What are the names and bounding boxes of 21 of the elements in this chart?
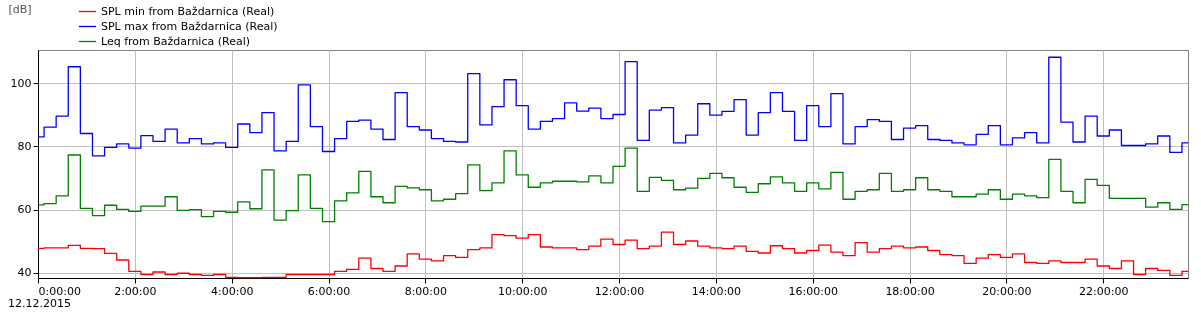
y-tick-label: 80	[17, 139, 32, 153]
y-tick-label: 60	[17, 203, 32, 217]
text: 12.12.2015	[8, 297, 71, 310]
x-tick-label: 4:00:00	[210, 284, 254, 298]
x-tick-label: 18:00:00	[885, 284, 935, 298]
y-tick-label: 100	[10, 76, 32, 90]
x-tick-label: 10:00:00	[498, 284, 548, 298]
x-tick-label: 16:00:00	[788, 284, 838, 298]
x-tick-label: 6:00:00	[307, 284, 351, 298]
x-tick-label: 0:00:00	[38, 284, 81, 298]
legend-label: SPL min from Baždarnica (Real)	[101, 4, 275, 18]
legend-label: Leq from Baždarnica (Real)	[101, 34, 250, 48]
legend-label: SPL max from Baždarnica (Real)	[101, 19, 278, 33]
x-tick-label: 12:00:00	[594, 284, 645, 298]
y-tick-label: 40	[17, 266, 32, 280]
x-tick-label: 14:00:00	[691, 284, 742, 298]
x-tick-label: 8:00:00	[404, 284, 448, 298]
x-tick-label: 22:00:00	[1079, 284, 1129, 298]
x-tick-label: 2:00:00	[114, 284, 157, 298]
x-tick-label: 20:00:00	[982, 284, 1032, 298]
y-axis-title: [dB]	[8, 2, 32, 16]
